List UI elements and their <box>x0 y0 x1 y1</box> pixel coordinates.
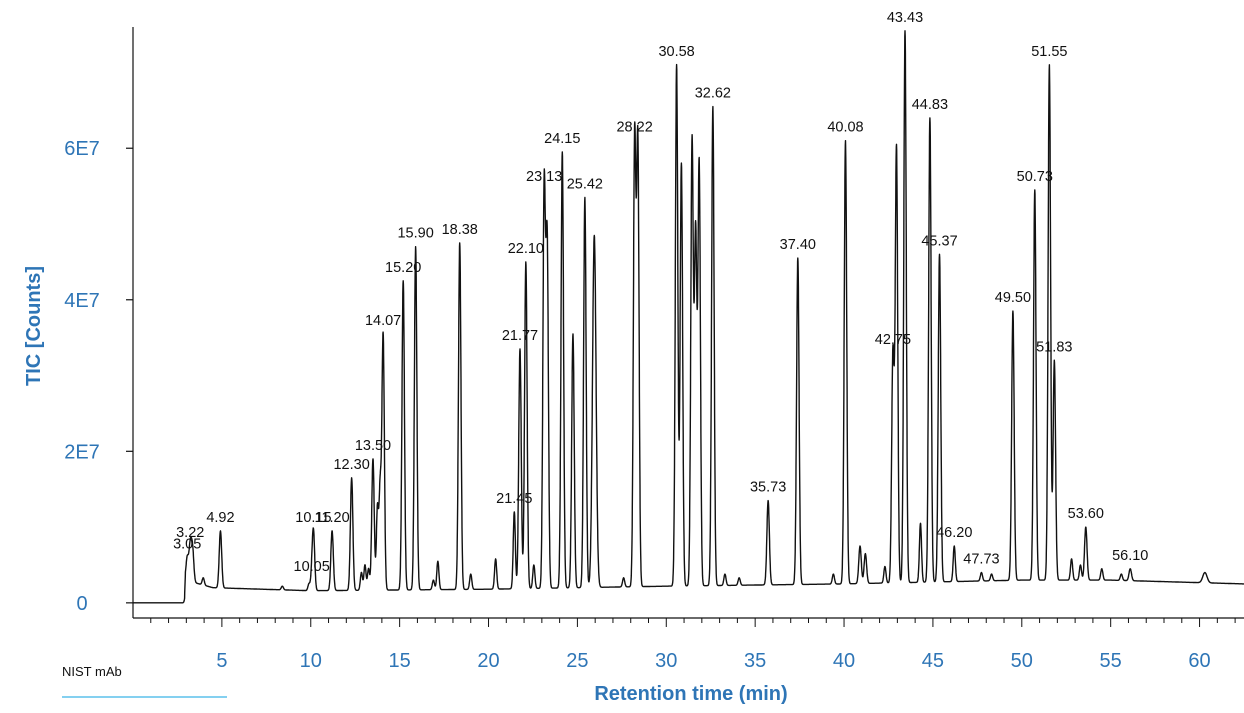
legend: NIST mAb <box>62 664 227 698</box>
peak-label: 51.83 <box>1036 339 1072 355</box>
x-tick-label: 30 <box>655 650 677 672</box>
peak-label: 15.20 <box>385 260 421 276</box>
x-tick-label: 25 <box>566 650 588 672</box>
peak-label: 53.60 <box>1068 506 1104 522</box>
peak-label: 28.22 <box>616 120 652 136</box>
peak-label: 35.73 <box>750 480 786 496</box>
peak-label: 32.62 <box>695 86 731 102</box>
peak-label: 3.22 <box>176 525 204 541</box>
peak-label: 24.15 <box>544 131 580 147</box>
x-tick-label: 45 <box>922 650 944 672</box>
peak-label: 21.77 <box>502 328 538 344</box>
x-tick-label: 35 <box>744 650 766 672</box>
peak-label: 15.90 <box>397 226 433 242</box>
axes <box>132 27 1244 619</box>
peak-label: 3.05 <box>173 536 201 552</box>
peak-label: 51.55 <box>1031 44 1067 60</box>
x-tick-label: 60 <box>1188 650 1210 672</box>
peak-label: 44.83 <box>912 97 948 113</box>
peak-label: 50.73 <box>1017 169 1053 185</box>
x-axis-title: Retention time (min) <box>594 683 787 705</box>
peak-label: 13.50 <box>355 438 391 454</box>
peak-label: 4.92 <box>206 510 234 526</box>
peak-label: 10.15 <box>295 510 331 526</box>
legend-label: NIST mAb <box>62 664 122 679</box>
peak-label: 47.73 <box>963 552 999 568</box>
y-tick-label: 4E7 <box>64 290 100 312</box>
x-tick-label: 55 <box>1100 650 1122 672</box>
peak-label: 43.43 <box>887 10 923 26</box>
x-ticks: 5 10 15 20 25 30 35 40 45 50 55 60 <box>150 618 1236 672</box>
y-tick-label: 6E7 <box>64 138 100 160</box>
peak-label: 21.45 <box>496 491 532 507</box>
y-ticks: 0 2E7 4E7 6E7 <box>64 138 133 615</box>
x-tick-label: 15 <box>389 650 411 672</box>
peak-label: 12.30 <box>333 457 369 473</box>
x-tick-label: 20 <box>477 650 499 672</box>
y-tick-label: 0 <box>76 593 87 615</box>
peak-label: 37.40 <box>780 237 816 253</box>
x-tick-label: 40 <box>833 650 855 672</box>
peak-label: 45.37 <box>921 233 957 249</box>
peak-label: 42.75 <box>875 332 911 348</box>
tic-trace <box>132 30 1244 604</box>
peak-label: 40.08 <box>827 120 863 136</box>
peak-label: 30.58 <box>658 44 694 60</box>
y-tick-label: 2E7 <box>64 441 100 463</box>
x-tick-label: 5 <box>216 650 227 672</box>
peak-label: 18.38 <box>442 222 478 238</box>
peak-label: 25.42 <box>567 176 603 192</box>
peak-label: 10.05 <box>294 559 330 575</box>
peak-label: 11.20 <box>314 510 349 526</box>
peak-label: 56.10 <box>1112 548 1148 564</box>
y-axis-title: TIC [Counts] <box>23 266 45 386</box>
x-tick-label: 50 <box>1011 650 1033 672</box>
peak-label: 46.20 <box>936 525 972 541</box>
peak-label: 22.10 <box>508 241 544 257</box>
x-tick-label: 10 <box>300 650 322 672</box>
peak-label: 23.13 <box>526 169 562 185</box>
peak-label: 49.50 <box>995 290 1031 306</box>
peak-label: 14.07 <box>365 313 401 329</box>
